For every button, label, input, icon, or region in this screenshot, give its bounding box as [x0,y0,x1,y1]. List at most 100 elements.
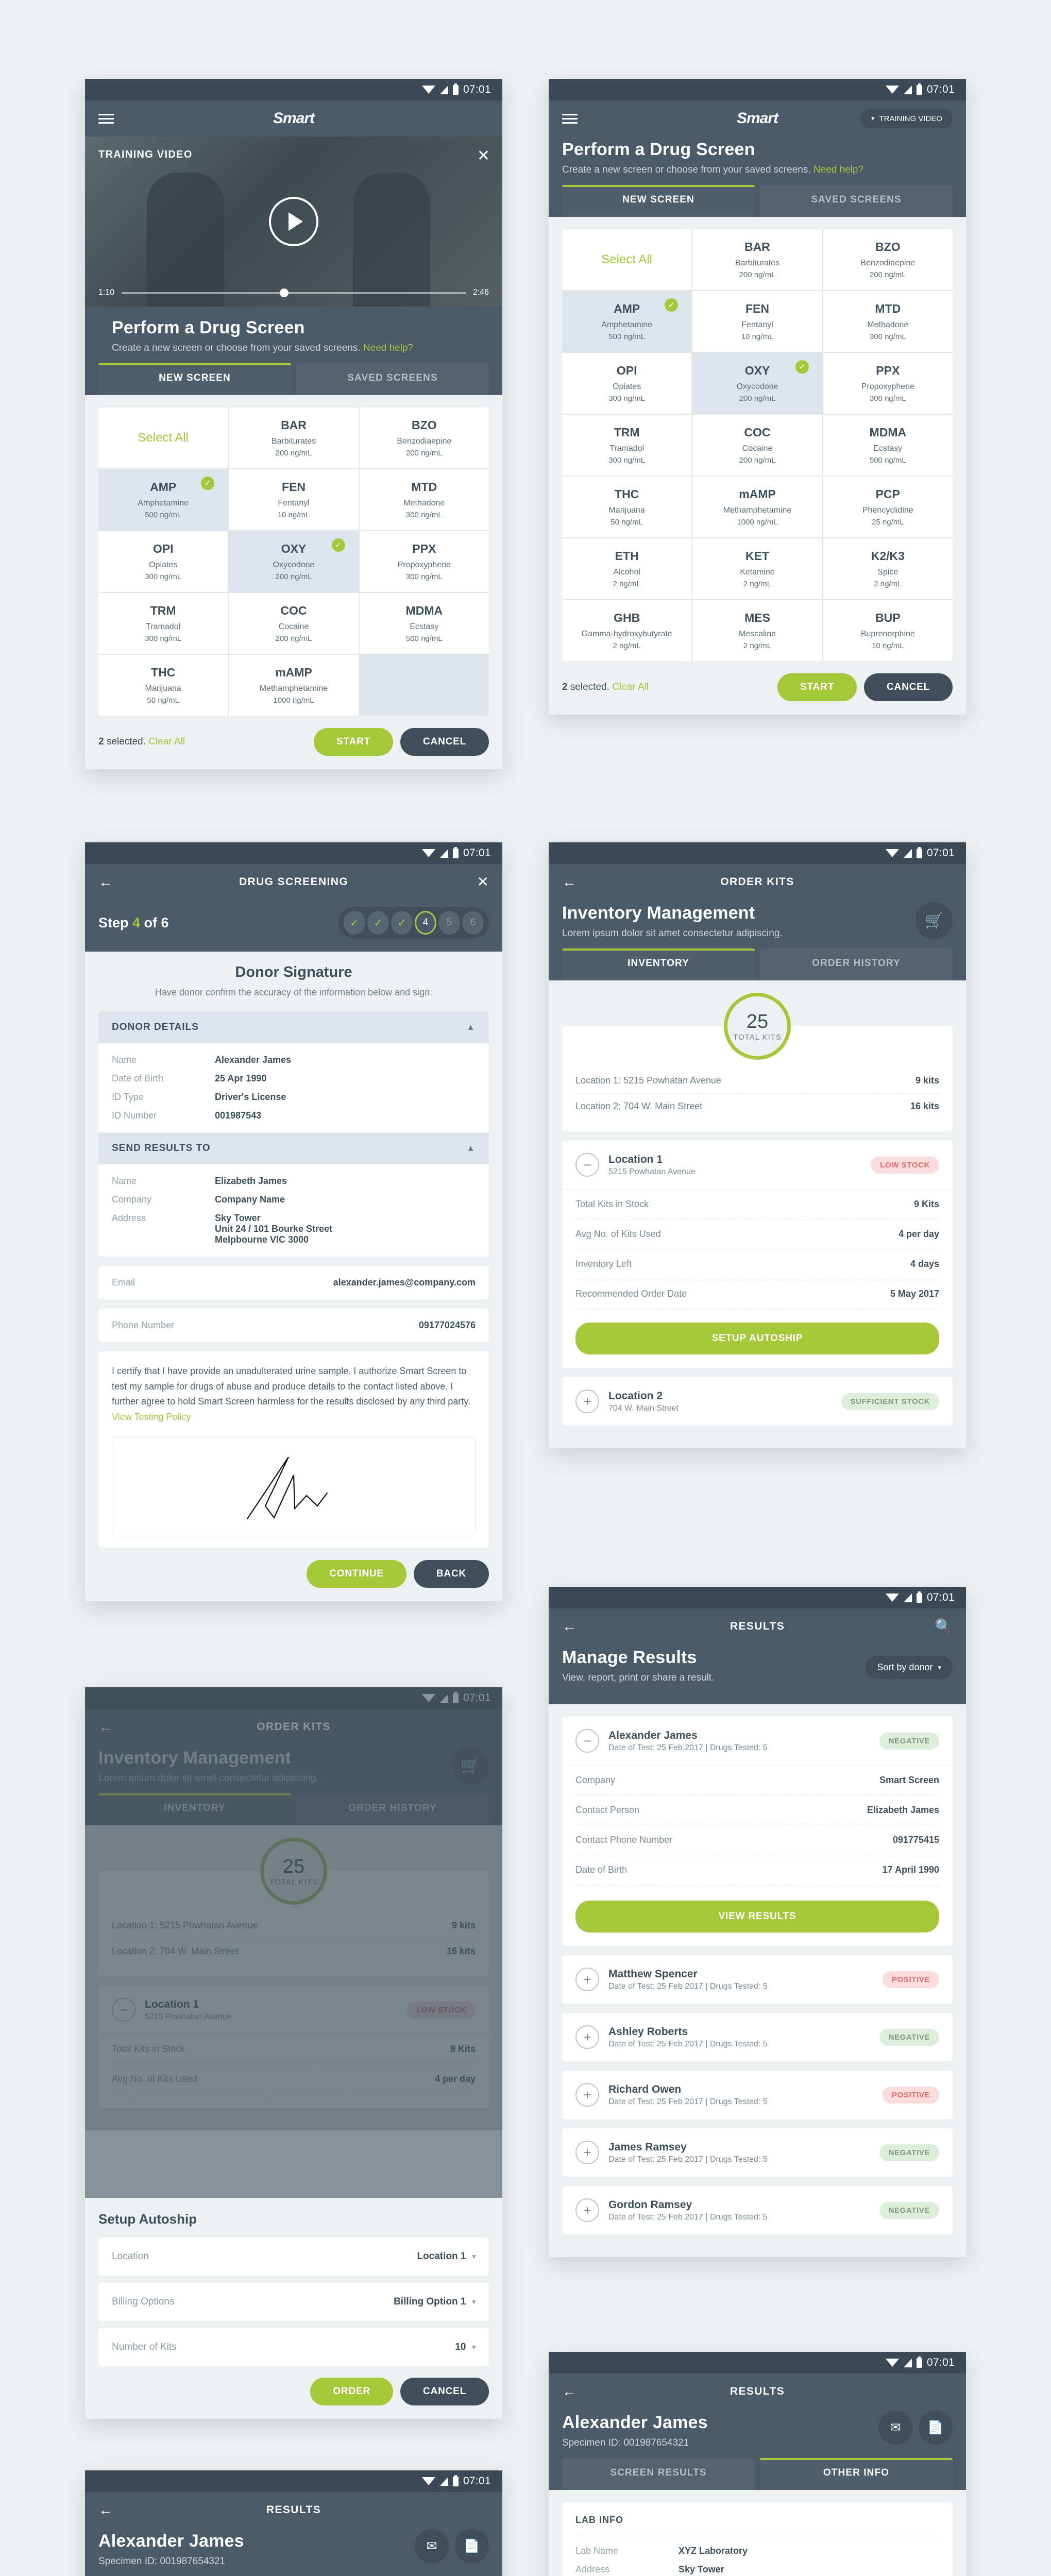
drug-cell-ppx[interactable]: PPX Propoxyphene 300 ng/mL [823,353,953,414]
email-field-card[interactable]: Email alexander.james@company.com [98,1266,489,1299]
expand-plus-icon[interactable]: + [575,2141,599,2164]
continue-button[interactable]: CONTINUE [307,1560,406,1588]
drug-cell-coc[interactable]: COC Cocaine 200 ng/mL [692,415,822,476]
document-icon[interactable]: 📄 [919,2411,953,2445]
drug-cell-coc[interactable]: COC Cocaine 200 ng/mL [229,593,359,654]
drug-cell-amp[interactable]: ✓ AMP Amphetamine 500 ng/mL [98,469,228,530]
drug-cell-thc[interactable]: THC Marijuana 50 ng/mL [98,655,228,716]
select-all-cell[interactable]: Select All [562,229,692,290]
autoship-field[interactable]: Location Location 1 ▾ [98,2238,489,2276]
cancel-button[interactable]: CANCEL [400,2378,489,2405]
result-card[interactable]: + Richard Owen Date of Test: 25 Feb 2017 |… [562,2071,953,2119]
result-header[interactable]: + Matthew Spencer Date of Test: 25 Feb 201… [562,1955,953,2004]
drug-cell-mamp[interactable]: mAMP Methamphetamine 1000 ng/mL [692,477,822,537]
back-arrow-icon[interactable]: ← [562,2383,577,2399]
drug-cell-pcp[interactable]: PCP Phencyclidine 25 ng/mL [823,477,953,537]
location2-header[interactable]: + Location 2 704 W. Main Street SUFFICIE… [562,1377,953,1426]
result-card[interactable]: + Matthew Spencer Date of Test: 25 Feb 201… [562,1955,953,2004]
close-icon[interactable]: ✕ [477,147,490,164]
result-header[interactable]: + Gordon Ramsey Date of Test: 25 Feb 2017 … [562,2186,953,2234]
drug-cell-opi[interactable]: OPI Opiates 300 ng/mL [562,353,692,414]
view-results-button[interactable]: VIEW RESULTS [575,1901,939,1933]
result-header[interactable]: − Alexander James Date of Test: 25 Feb 2… [562,1717,953,1765]
need-help-link[interactable]: Need help? [813,164,864,175]
drug-cell-mdma[interactable]: MDMA Ecstasy 500 ng/mL [359,593,489,654]
step-pill-2[interactable]: ✓ [367,911,389,935]
drug-cell-eth[interactable]: ETH Alcohol 2 ng/mL [562,538,692,599]
menu-icon[interactable] [98,111,114,126]
clear-all-link[interactable]: Clear All [148,736,185,747]
video-scrubber[interactable]: 1:10 2:46 [98,288,489,297]
tab-other-info[interactable]: OTHER INFO [760,2458,953,2490]
email-icon[interactable]: ✉ [415,2529,449,2563]
back-button[interactable]: BACK [413,1560,489,1588]
start-button[interactable]: START [314,728,394,756]
drug-cell-oxy[interactable]: ✓ OXY Oxycodone 200 ng/mL [229,531,359,592]
training-video-button[interactable]: ▾ TRAINING VIDEO [860,109,953,128]
signature-pad[interactable] [112,1436,476,1534]
start-button[interactable]: START [777,673,857,701]
drug-cell-bzo[interactable]: BZO Benzodiaepine 200 ng/mL [359,408,489,468]
result-card[interactable]: + Ashley Roberts Date of Test: 25 Feb 2017… [562,2013,953,2061]
location1-header[interactable]: − Location 1 5215 Powhatan Avenue LOW ST… [562,1141,953,1189]
step-pill-1[interactable]: ✓ [344,911,365,935]
scrubber-knob[interactable] [280,288,289,297]
expand-plus-icon[interactable]: + [575,2198,599,2222]
drug-cell-bzo[interactable]: BZO Benzodiaepine 200 ng/mL [823,229,953,290]
expand-plus-icon[interactable]: + [575,2083,599,2107]
back-arrow-icon[interactable]: ← [98,2502,113,2518]
drug-cell-fen[interactable]: FEN Fentanyl 10 ng/mL [692,291,822,352]
result-card[interactable]: + James Ramsey Date of Test: 25 Feb 2017 |… [562,2128,953,2177]
collapse-minus-icon[interactable]: − [575,1153,599,1177]
play-button[interactable] [269,197,318,246]
clear-all-link[interactable]: Clear All [612,682,649,692]
email-icon[interactable]: ✉ [878,2411,912,2445]
search-icon[interactable]: 🔍 [935,1618,953,1634]
tab-saved-screens[interactable]: SAVED SCREENS [760,185,953,217]
drug-cell-mes[interactable]: MES Mescaline 2 ng/mL [692,600,822,661]
drug-cell-bar[interactable]: BAR Barbiturates 200 ng/mL [229,408,359,468]
drug-cell-opi[interactable]: OPI Opiates 300 ng/mL [98,531,228,592]
autoship-field[interactable]: Number of Kits 10 ▾ [98,2328,489,2366]
tab-new-screen[interactable]: NEW SCREEN [98,363,291,395]
drug-cell-mtd[interactable]: MTD Methadone 300 ng/mL [823,291,953,352]
collapse-minus-icon[interactable]: − [575,1729,599,1753]
drug-cell-ghb[interactable]: GHB Gamma-hydroxybutyrate 2 ng/mL [562,600,692,661]
drug-cell-ppx[interactable]: PPX Propoxyphene 300 ng/mL [359,531,489,592]
sort-by-donor-dropdown[interactable]: Sort by donor ▾ [866,1656,953,1679]
step-pill-3[interactable]: ✓ [391,911,413,935]
need-help-link[interactable]: Need help? [363,343,414,353]
select-all-cell[interactable]: Select All [98,408,228,468]
step-pill-6[interactable]: 6 [462,911,484,935]
expand-plus-icon[interactable]: + [575,1968,599,1991]
drug-cell-trm[interactable]: TRM Tramadol 300 ng/mL [562,415,692,476]
donor-details-header[interactable]: DONOR DETAILS ▲ [98,1011,489,1043]
close-icon[interactable]: ✕ [477,874,489,890]
result-card[interactable]: + Gordon Ramsey Date of Test: 25 Feb 2017 … [562,2186,953,2234]
setup-autoship-button[interactable]: SETUP AUTOSHIP [575,1323,939,1354]
drug-cell-bup[interactable]: BUP Buprenorphine 10 ng/mL [823,600,953,661]
expand-plus-icon[interactable]: + [575,1389,599,1413]
step-pill-5[interactable]: 5 [438,911,460,935]
autoship-field[interactable]: Billing Options Billing Option 1 ▾ [98,2283,489,2321]
drug-cell-mtd[interactable]: MTD Methadone 300 ng/mL [359,469,489,530]
tab-order-history[interactable]: ORDER HISTORY [760,948,953,980]
result-header[interactable]: + Richard Owen Date of Test: 25 Feb 2017 |… [562,2071,953,2119]
back-arrow-icon[interactable]: ← [562,874,577,890]
drug-cell-k2-k3[interactable]: K2/K3 Spice 2 ng/mL [823,538,953,599]
training-video-player[interactable]: TRAINING VIDEO ✕ 1:10 2:46 [85,137,502,307]
step-pill-4[interactable]: 4 [415,911,436,935]
drug-cell-bar[interactable]: BAR Barbiturates 200 ng/mL [692,229,822,290]
back-arrow-icon[interactable]: ← [98,874,113,890]
drug-cell-fen[interactable]: FEN Fentanyl 10 ng/mL [229,469,359,530]
drug-cell-mamp[interactable]: mAMP Methamphetamine 1000 ng/mL [229,655,359,716]
drug-cell-amp[interactable]: ✓ AMP Amphetamine 500 ng/mL [562,291,692,352]
drug-cell-mdma[interactable]: MDMA Ecstasy 500 ng/mL [823,415,953,476]
order-button[interactable]: ORDER [310,2378,394,2405]
phone-field-card[interactable]: Phone Number 09177024576 [98,1309,489,1342]
back-arrow-icon[interactable]: ← [562,1618,577,1634]
cancel-button[interactable]: CANCEL [400,728,489,756]
tab-new-screen[interactable]: NEW SCREEN [562,185,755,217]
cancel-button[interactable]: CANCEL [864,673,953,701]
tab-saved-screens[interactable]: SAVED SCREENS [296,363,489,395]
